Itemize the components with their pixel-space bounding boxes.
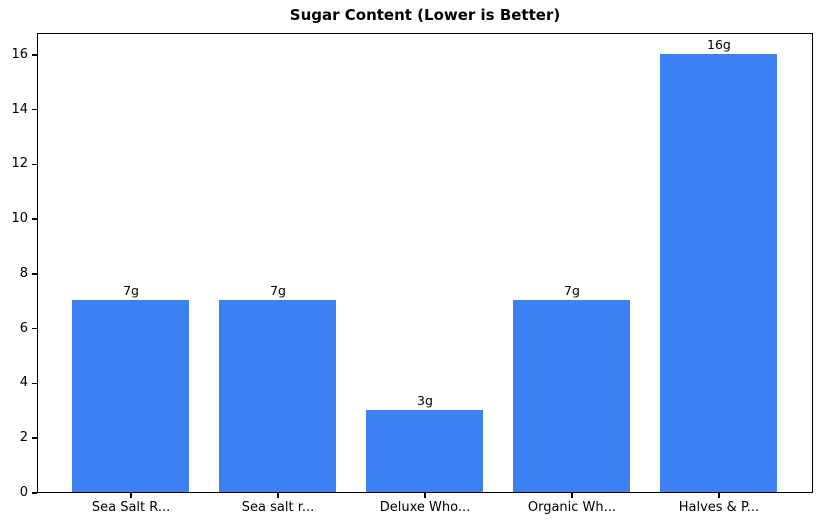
y-tick-mark [32, 273, 37, 275]
bar [365, 409, 484, 492]
bar-value-label: 7g [564, 283, 580, 299]
x-tick-label: Sea Salt R... [91, 500, 171, 515]
y-tick-mark [32, 437, 37, 439]
chart-title: Sugar Content (Lower is Better) [289, 6, 561, 24]
x-tick-mark [130, 493, 132, 498]
y-tick-mark [32, 382, 37, 385]
y-tick-label: 8 [19, 265, 28, 281]
x-tick-label: Deluxe Who... [379, 500, 471, 515]
y-tick-label: 10 [11, 211, 28, 227]
bar [71, 300, 190, 492]
x-tick-mark [424, 493, 426, 498]
x-tick-mark [277, 493, 279, 498]
y-tick-label: 2 [19, 430, 28, 446]
y-tick-label: 4 [19, 375, 28, 391]
plot-area [37, 33, 813, 493]
x-tick-mark [571, 493, 573, 498]
y-tick-label: 0 [19, 485, 28, 500]
x-tick-mark [718, 493, 720, 498]
y-tick-mark [32, 163, 37, 166]
bar [659, 53, 778, 492]
y-tick-mark [32, 108, 37, 111]
bar [218, 300, 337, 492]
x-tick-label: Organic Wh... [527, 500, 617, 515]
y-tick-label: 14 [11, 101, 28, 117]
y-tick-label: 6 [19, 320, 28, 336]
bar-value-label: 3g [417, 392, 433, 408]
y-tick-label: 16 [11, 46, 28, 62]
bar-value-label: 16g [707, 36, 731, 52]
bar-value-label: 7g [123, 283, 139, 299]
bar-value-label: 7g [270, 283, 286, 299]
x-tick-label: Halves & P... [678, 500, 760, 515]
y-tick-mark [32, 492, 37, 494]
y-tick-mark [32, 327, 37, 330]
x-tick-label: Sea salt r... [241, 500, 315, 515]
y-tick-mark [32, 218, 37, 220]
y-tick-label: 12 [11, 156, 28, 172]
bar [512, 300, 631, 492]
y-tick-mark [32, 54, 37, 56]
